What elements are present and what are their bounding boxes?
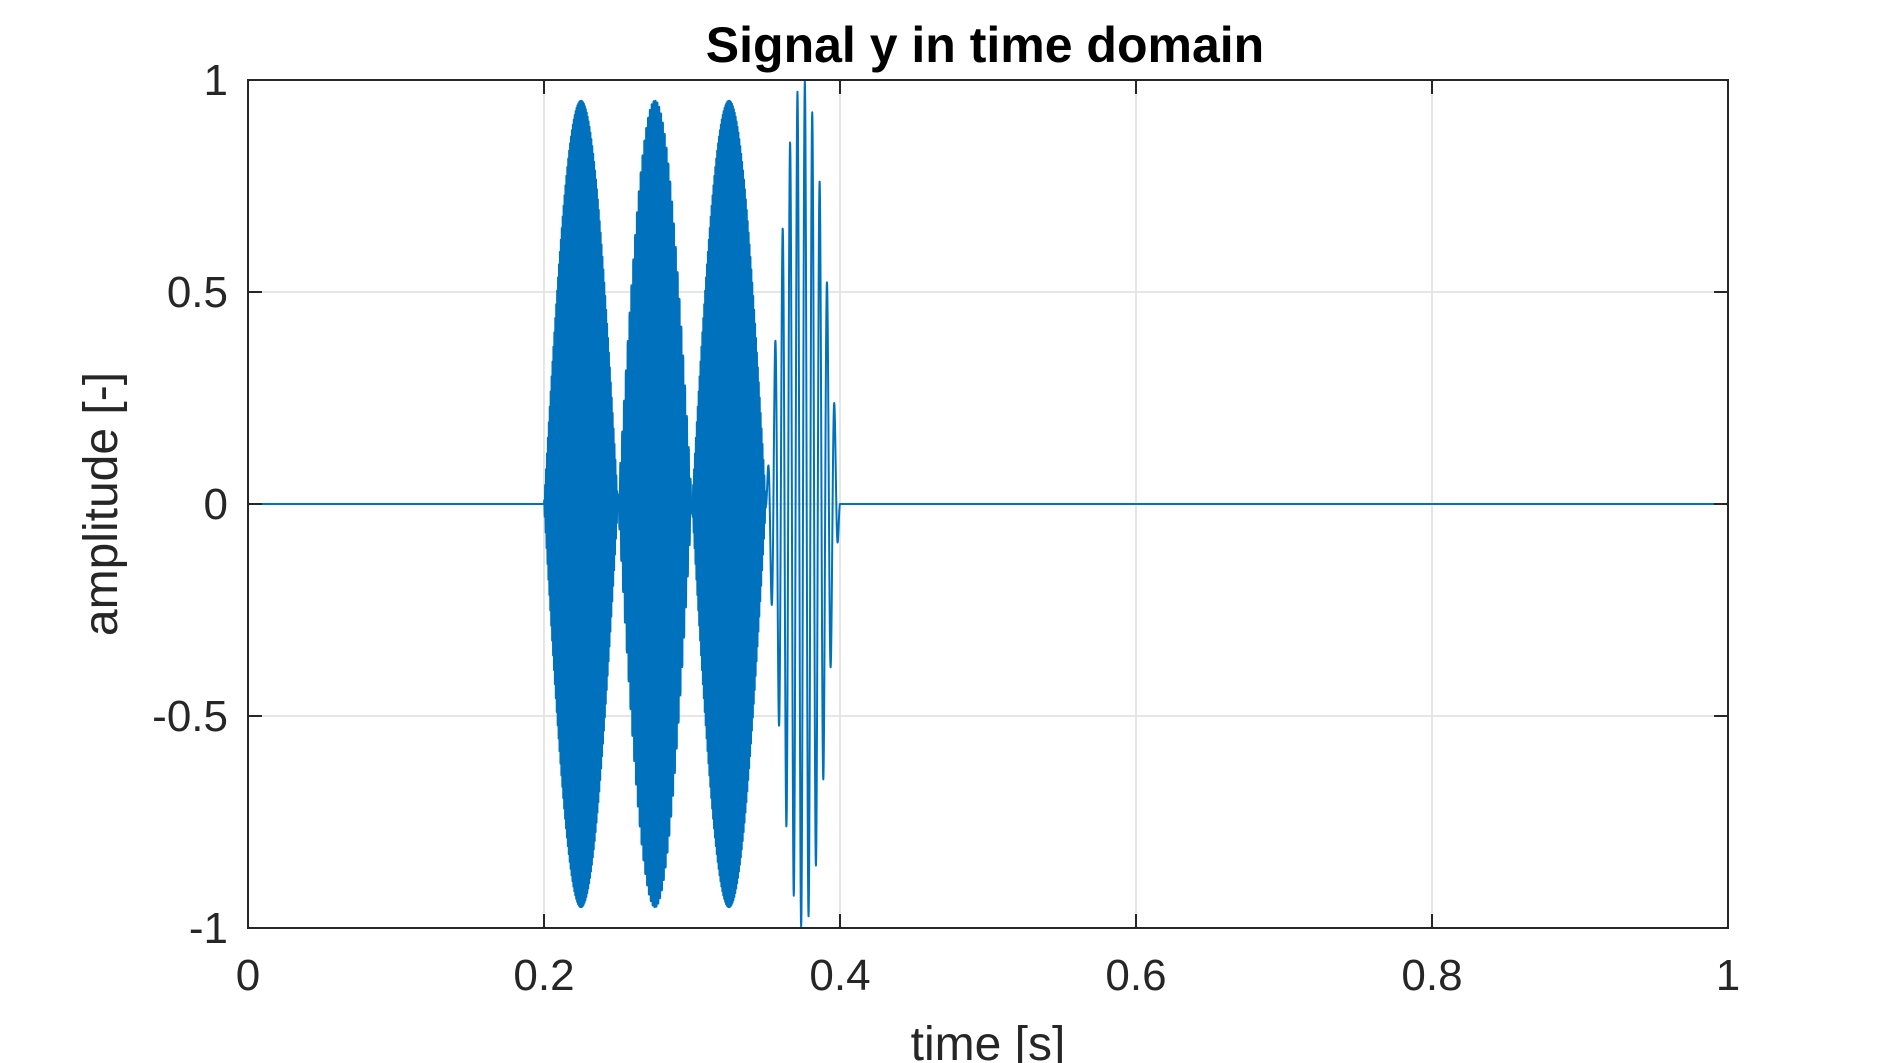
y-axis-label: amplitude [-]	[75, 372, 128, 636]
y-tick-label: -1	[189, 904, 228, 953]
y-tick-label: 0.5	[167, 268, 228, 317]
y-tick-label: -0.5	[152, 692, 228, 741]
x-tick-label: 0.2	[513, 951, 574, 1000]
signal-line	[247, 80, 1729, 928]
plot-area	[247, 80, 1729, 928]
x-tick-label: 0.4	[809, 951, 870, 1000]
y-tick-label: 0	[204, 480, 228, 529]
x-axis-label: time [s]	[911, 1018, 1066, 1063]
x-tick-label: 0.6	[1105, 951, 1166, 1000]
x-tick-labels: 0 0.2 0.4 0.6 0.8 1	[236, 951, 1740, 1000]
x-tick-label: 0	[236, 951, 260, 1000]
y-tick-label: 1	[204, 56, 228, 105]
tick-marks	[247, 79, 1729, 929]
x-tick-label: 0.8	[1401, 951, 1462, 1000]
y-tick-labels: -1 -0.5 0 0.5 1	[152, 56, 228, 953]
x-tick-label: 1	[1716, 951, 1740, 1000]
chart-title: Signal y in time domain	[706, 17, 1264, 73]
